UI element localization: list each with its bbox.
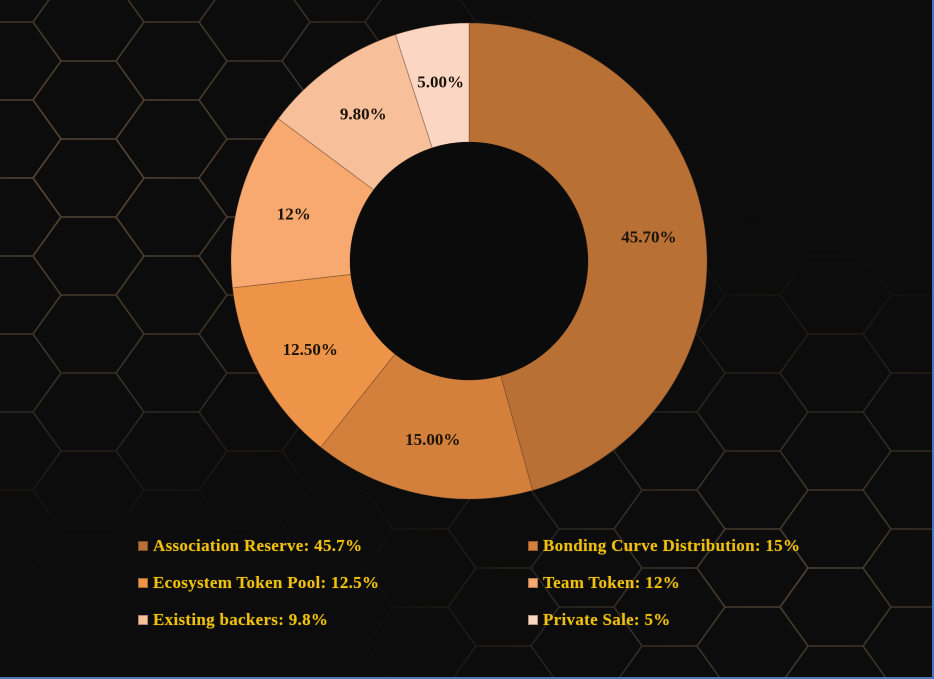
legend-label: Existing backers: 9.8% xyxy=(153,610,329,629)
slice-data-label: 15.00% xyxy=(405,430,460,449)
slice-data-label: 45.70% xyxy=(621,228,676,247)
legend-label: Private Sale: 5% xyxy=(543,610,671,629)
legend-item-private-sale[interactable]: Private Sale: 5% xyxy=(528,610,671,630)
legend-item-ecosystem-pool[interactable]: Ecosystem Token Pool: 12.5% xyxy=(138,573,379,593)
legend-item-existing-backers[interactable]: Existing backers: 9.8% xyxy=(138,610,328,630)
legend-swatch-icon xyxy=(528,541,538,551)
legend-swatch-icon xyxy=(138,615,148,625)
legend-item-bonding-curve[interactable]: Bonding Curve Distribution: 15% xyxy=(528,536,800,556)
legend-label: Association Reserve: 45.7% xyxy=(153,536,363,555)
slice-data-label: 12.50% xyxy=(283,340,338,359)
donut-chart: 45.70% 15.00% 12.50% 12% 9.80% 5.00% xyxy=(230,22,708,500)
legend-item-team-token[interactable]: Team Token: 12% xyxy=(528,573,680,593)
donut-slice[interactable] xyxy=(230,118,375,289)
legend-swatch-icon xyxy=(528,578,538,588)
legend-swatch-icon xyxy=(138,578,148,588)
legend-swatch-icon xyxy=(528,615,538,625)
legend-label: Team Token: 12% xyxy=(543,573,681,592)
legend-label: Bonding Curve Distribution: 15% xyxy=(543,536,801,555)
slice-data-label: 12% xyxy=(277,205,311,224)
legend-label: Ecosystem Token Pool: 12.5% xyxy=(153,573,380,592)
slice-data-label: 9.80% xyxy=(340,104,387,123)
donut-hole xyxy=(350,142,588,380)
slice-data-label: 5.00% xyxy=(417,73,464,92)
legend-swatch-icon xyxy=(138,541,148,551)
legend-item-association-reserve[interactable]: Association Reserve: 45.7% xyxy=(138,536,362,556)
